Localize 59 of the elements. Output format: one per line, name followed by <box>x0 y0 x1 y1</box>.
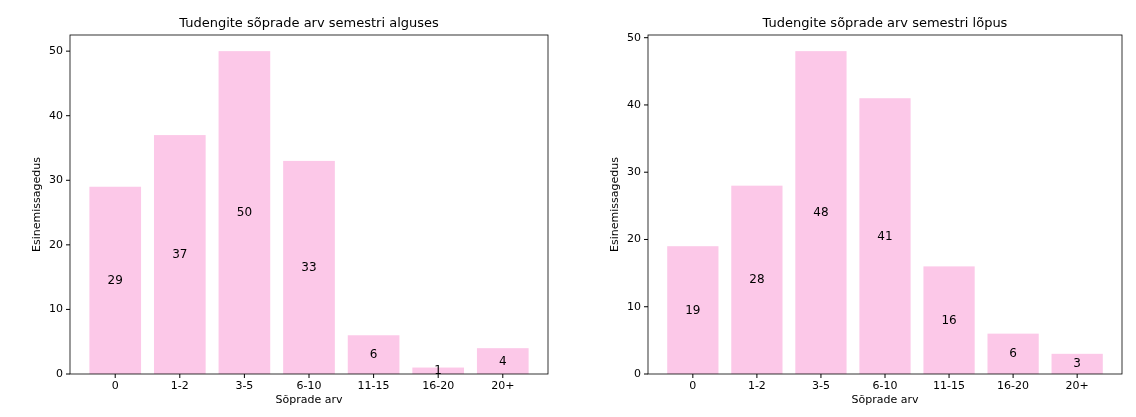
x-tick-label: 1-2 <box>747 379 766 392</box>
data-label: 37 <box>172 247 188 262</box>
bar <box>731 185 783 374</box>
data-label: 50 <box>236 205 253 220</box>
data-label: 16 <box>941 312 957 327</box>
data-label: 6 <box>1009 346 1017 361</box>
x-tick-label: 11-15 <box>357 379 390 392</box>
y-axis-title: Esinemissagedus <box>30 156 43 252</box>
data-label: 19 <box>685 302 701 317</box>
y-tick-label: 20 <box>627 232 641 246</box>
x-tick-label: 16-20 <box>997 379 1030 392</box>
data-label: 29 <box>107 272 123 287</box>
bar <box>283 160 335 374</box>
x-tick-label: 0 <box>689 379 697 392</box>
y-tick-label: 0 <box>634 367 641 380</box>
x-tick-label: 20+ <box>491 379 515 392</box>
x-tick-label: 3-5 <box>811 379 830 392</box>
data-label: 6 <box>369 347 378 362</box>
x-tick-label: 0 <box>111 379 119 392</box>
bar <box>347 335 400 374</box>
x-axis-title: Sõprade arv <box>275 393 343 406</box>
y-tick-label: 10 <box>49 302 63 316</box>
y-tick-label: 30 <box>49 173 63 187</box>
bar <box>218 51 271 374</box>
y-tick-label: 20 <box>49 237 63 251</box>
bar <box>1051 353 1103 374</box>
x-tick-label: 6-10 <box>296 379 322 392</box>
y-tick-label: 40 <box>49 108 63 122</box>
x-axis-title: Sõprade arv <box>851 393 919 406</box>
data-label: 3 <box>1073 356 1081 371</box>
x-tick-label: 6-10 <box>872 379 898 392</box>
y-tick-label: 30 <box>627 165 641 179</box>
data-label: 28 <box>749 272 765 287</box>
y-tick-label: 10 <box>627 299 641 313</box>
bar <box>153 135 206 374</box>
bar <box>89 186 142 374</box>
x-tick-label: 20+ <box>1065 379 1089 392</box>
chart-title: Tudengite sõprade arv semestri lõpus <box>761 15 1008 30</box>
y-tick-label: 50 <box>49 44 63 58</box>
data-label: 4 <box>498 353 507 368</box>
chart-title: Tudengite sõprade arv semestri alguses <box>178 15 440 30</box>
data-label: 48 <box>813 205 829 220</box>
x-tick-label: 1-2 <box>170 379 189 392</box>
data-label: 41 <box>877 228 893 243</box>
x-tick-label: 11-15 <box>933 379 966 392</box>
data-label: 33 <box>301 259 317 274</box>
bar <box>923 266 975 374</box>
bar <box>667 246 719 374</box>
bar <box>795 51 847 374</box>
y-tick-label: 50 <box>627 30 641 44</box>
x-tick-label: 16-20 <box>422 379 455 392</box>
data-label: 1 <box>434 363 443 378</box>
x-tick-label: 3-5 <box>235 379 254 392</box>
bar <box>859 98 911 374</box>
y-axis-title: Esinemissagedus <box>608 156 621 252</box>
y-tick-label: 40 <box>627 97 641 111</box>
y-tick-label: 0 <box>56 367 63 380</box>
bar <box>476 348 529 374</box>
bar <box>987 333 1039 374</box>
